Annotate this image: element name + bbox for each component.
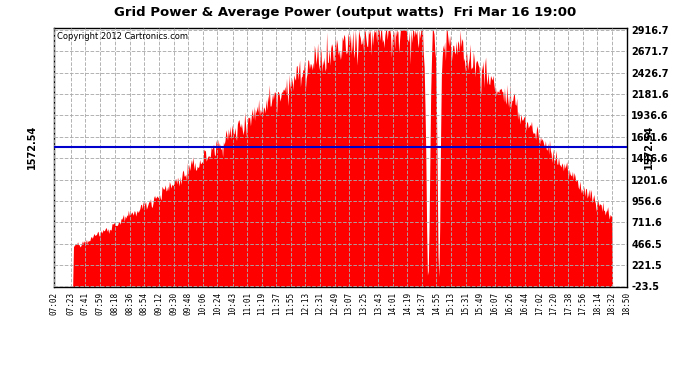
Text: Grid Power & Average Power (output watts)  Fri Mar 16 19:00: Grid Power & Average Power (output watts… <box>114 6 576 19</box>
Text: 1572.54: 1572.54 <box>27 125 37 169</box>
Text: Copyright 2012 Cartronics.com: Copyright 2012 Cartronics.com <box>57 32 188 41</box>
Text: 1572.54: 1572.54 <box>644 125 653 169</box>
